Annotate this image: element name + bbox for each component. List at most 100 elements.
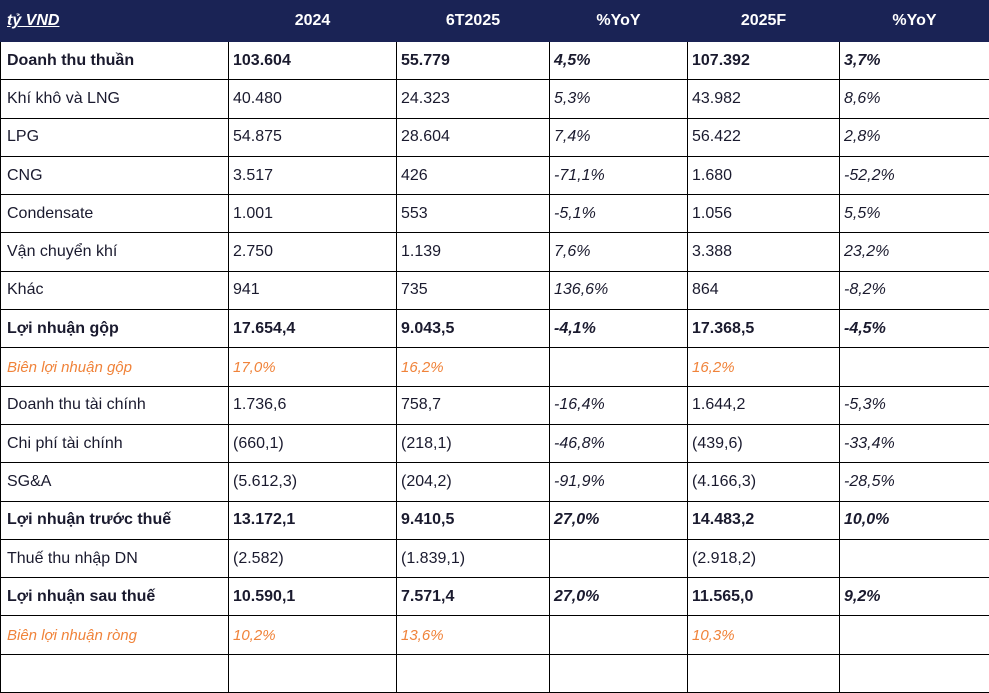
yoy-6t2025: -46,8%: [550, 424, 688, 462]
row-label: [1, 654, 229, 692]
value-2025f: [688, 654, 840, 692]
yoy-6t2025: -71,1%: [550, 156, 688, 194]
value-6t2025: [397, 654, 550, 692]
table-row: SG&A(5.612,3)(204,2)-91,9%(4.166,3)-28,5…: [1, 463, 989, 501]
value-2025f: 16,2%: [688, 348, 840, 386]
value-6t2025: 553: [397, 195, 550, 233]
value-2024: 941: [229, 271, 397, 309]
value-2025f: 107.392: [688, 42, 840, 80]
value-2024: 103.604: [229, 42, 397, 80]
yoy-6t2025: 4,5%: [550, 42, 688, 80]
yoy-2025f: -28,5%: [840, 463, 989, 501]
value-2025f: 43.982: [688, 80, 840, 118]
row-label: Lợi nhuận sau thuế: [1, 578, 229, 616]
row-label: Khí khô và LNG: [1, 80, 229, 118]
row-label: Lợi nhuận gộp: [1, 310, 229, 348]
value-2024: (660,1): [229, 424, 397, 462]
yoy-6t2025: -5,1%: [550, 195, 688, 233]
value-2024: 17,0%: [229, 348, 397, 386]
yoy-2025f: [840, 539, 989, 577]
value-2024: 10.590,1: [229, 578, 397, 616]
yoy-6t2025: [550, 654, 688, 692]
yoy-2025f: [840, 616, 989, 654]
yoy-2025f: [840, 348, 989, 386]
value-2024: 3.517: [229, 156, 397, 194]
row-label: Condensate: [1, 195, 229, 233]
value-2025f: (4.166,3): [688, 463, 840, 501]
value-2024: 54.875: [229, 118, 397, 156]
yoy-6t2025: 5,3%: [550, 80, 688, 118]
value-2024: 1.736,6: [229, 386, 397, 424]
value-2025f: 14.483,2: [688, 501, 840, 539]
yoy-6t2025: 7,6%: [550, 233, 688, 271]
row-label: Doanh thu thuần: [1, 42, 229, 80]
value-6t2025: 16,2%: [397, 348, 550, 386]
yoy-2025f: -33,4%: [840, 424, 989, 462]
header-2025f: 2025F: [688, 1, 840, 42]
header-yoy-1: %YoY: [550, 1, 688, 42]
value-6t2025: 28.604: [397, 118, 550, 156]
yoy-6t2025: 27,0%: [550, 501, 688, 539]
value-6t2025: 24.323: [397, 80, 550, 118]
value-2025f: 1.680: [688, 156, 840, 194]
value-2025f: (439,6): [688, 424, 840, 462]
value-2025f: 10,3%: [688, 616, 840, 654]
yoy-6t2025: 27,0%: [550, 578, 688, 616]
value-6t2025: (1.839,1): [397, 539, 550, 577]
yoy-6t2025: [550, 348, 688, 386]
yoy-6t2025: 136,6%: [550, 271, 688, 309]
header-yoy-2: %YoY: [840, 1, 989, 42]
value-6t2025: 758,7: [397, 386, 550, 424]
row-label: Biên lợi nhuận ròng: [1, 616, 229, 654]
header-2024: 2024: [229, 1, 397, 42]
table-row: Chi phí tài chính(660,1)(218,1)-46,8%(43…: [1, 424, 989, 462]
value-6t2025: 735: [397, 271, 550, 309]
yoy-2025f: 8,6%: [840, 80, 989, 118]
value-6t2025: (218,1): [397, 424, 550, 462]
yoy-2025f: 3,7%: [840, 42, 989, 80]
value-2025f: 11.565,0: [688, 578, 840, 616]
table-row: Thuế thu nhập DN(2.582)(1.839,1)(2.918,2…: [1, 539, 989, 577]
yoy-2025f: -4,5%: [840, 310, 989, 348]
header-6t2025: 6T2025: [397, 1, 550, 42]
row-label: Vận chuyển khí: [1, 233, 229, 271]
yoy-2025f: [840, 654, 989, 692]
yoy-2025f: -52,2%: [840, 156, 989, 194]
table-row: [1, 654, 989, 692]
value-6t2025: 55.779: [397, 42, 550, 80]
yoy-2025f: 2,8%: [840, 118, 989, 156]
yoy-6t2025: [550, 616, 688, 654]
value-6t2025: 7.571,4: [397, 578, 550, 616]
value-2024: 2.750: [229, 233, 397, 271]
yoy-6t2025: -91,9%: [550, 463, 688, 501]
value-2024: 40.480: [229, 80, 397, 118]
value-2025f: 1.056: [688, 195, 840, 233]
row-label: Chi phí tài chính: [1, 424, 229, 462]
value-6t2025: 1.139: [397, 233, 550, 271]
row-label: LPG: [1, 118, 229, 156]
yoy-6t2025: [550, 539, 688, 577]
yoy-2025f: -5,3%: [840, 386, 989, 424]
row-label: Doanh thu tài chính: [1, 386, 229, 424]
value-2025f: 17.368,5: [688, 310, 840, 348]
header-unit: tỷ VND: [1, 1, 229, 42]
value-6t2025: 13,6%: [397, 616, 550, 654]
value-6t2025: 9.410,5: [397, 501, 550, 539]
value-2024: 10,2%: [229, 616, 397, 654]
yoy-6t2025: -16,4%: [550, 386, 688, 424]
row-label: Khác: [1, 271, 229, 309]
value-2025f: 1.644,2: [688, 386, 840, 424]
